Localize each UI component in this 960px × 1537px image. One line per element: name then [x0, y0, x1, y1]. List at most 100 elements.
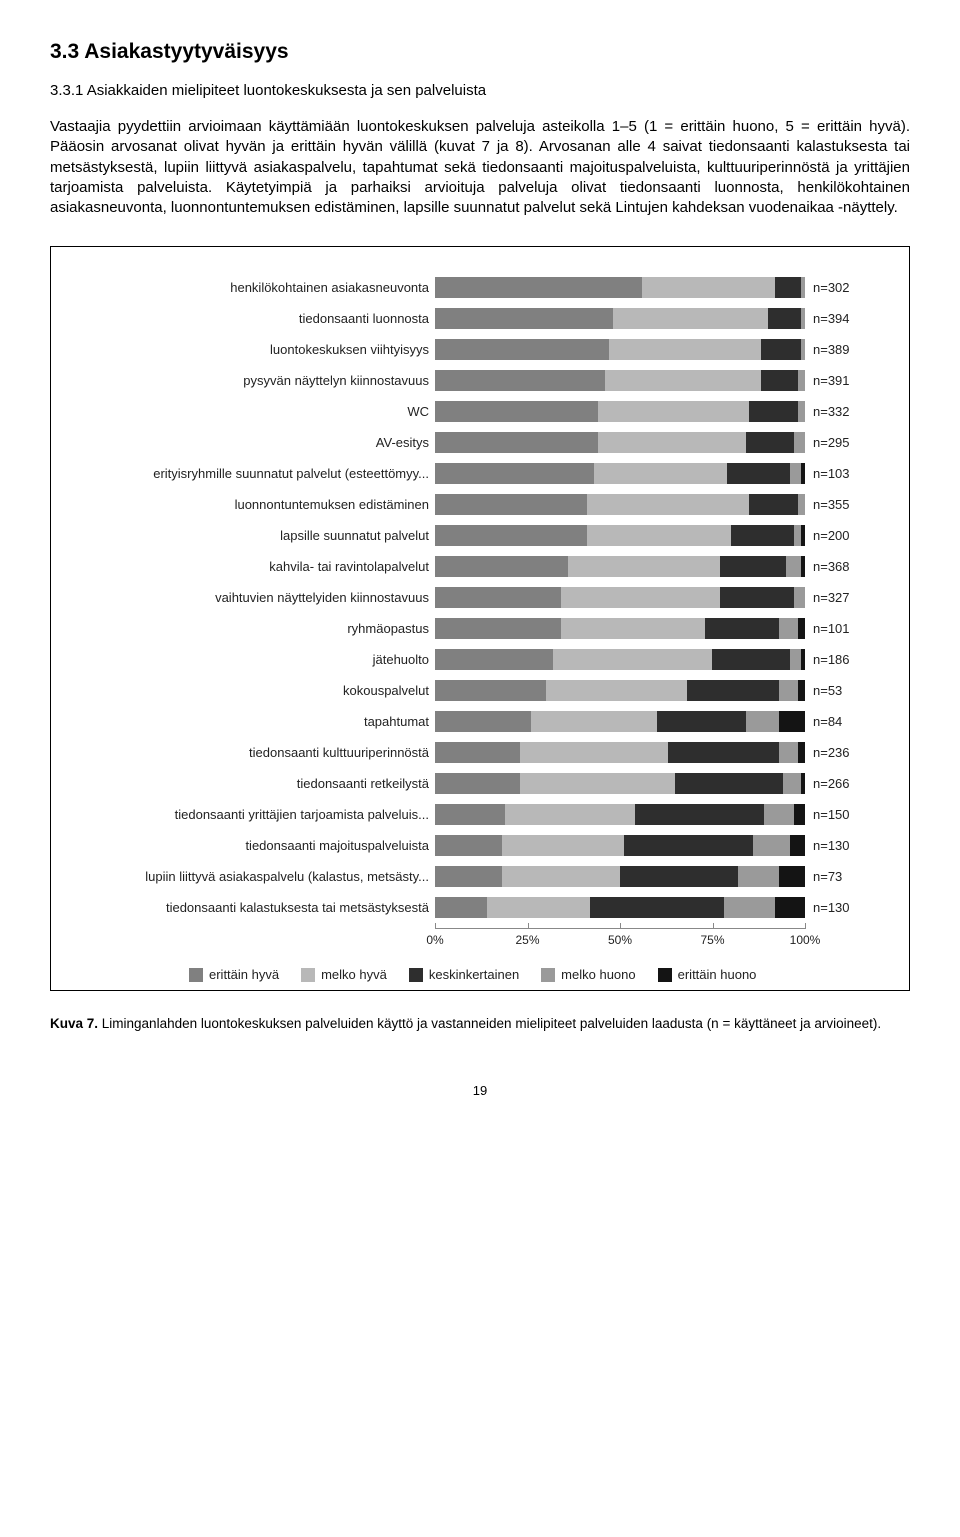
body-paragraph: Vastaajia pyydettiin arvioimaan käyttämi… — [50, 117, 910, 218]
bar-segment — [505, 804, 635, 825]
chart-row-n: n=150 — [805, 807, 850, 822]
chart-row-label: vaihtuvien näyttelyiden kiinnostavuus — [109, 590, 435, 605]
chart-row-n: n=101 — [805, 621, 850, 636]
bar-segment — [786, 556, 801, 577]
stacked-bar — [435, 897, 805, 918]
chart-row: tiedonsaanti luonnostan=394 — [109, 306, 891, 331]
bar-segment — [790, 463, 801, 484]
bar-segment — [794, 587, 805, 608]
legend-swatch — [301, 968, 315, 982]
chart-row-label: kokouspalvelut — [109, 683, 435, 698]
chart-row: tiedonsaanti retkeilystän=266 — [109, 771, 891, 796]
bar-segment — [794, 432, 805, 453]
stacked-bar — [435, 587, 805, 608]
stacked-bar — [435, 339, 805, 360]
stacked-bar — [435, 742, 805, 763]
bar-segment — [764, 804, 794, 825]
bar-segment — [561, 618, 705, 639]
chart-row-label: erityisryhmille suunnatut palvelut (este… — [109, 466, 435, 481]
bar-segment — [712, 649, 790, 670]
chart-row-label: ryhmäopastus — [109, 621, 435, 636]
bar-segment — [605, 370, 760, 391]
legend-label: melko hyvä — [321, 967, 387, 982]
chart-x-axis: 0%25%50%75%100% — [109, 928, 891, 955]
bar-segment — [502, 866, 620, 887]
stacked-bar — [435, 773, 805, 794]
bar-segment — [435, 804, 505, 825]
bar-segment — [613, 308, 768, 329]
chart-row-label: lapsille suunnatut palvelut — [109, 528, 435, 543]
legend-item: melko huono — [541, 967, 635, 982]
chart-row: jätehuolton=186 — [109, 647, 891, 672]
stacked-bar — [435, 370, 805, 391]
legend-item: melko hyvä — [301, 967, 387, 982]
bar-segment — [435, 711, 531, 732]
chart-row-label: tiedonsaanti majoituspalveluista — [109, 838, 435, 853]
bar-segment — [435, 773, 520, 794]
bar-segment — [435, 587, 561, 608]
bar-segment — [435, 494, 587, 515]
bar-segment — [435, 370, 605, 391]
bar-segment — [779, 866, 805, 887]
chart-row: lapsille suunnatut palvelutn=200 — [109, 523, 891, 548]
bar-segment — [531, 711, 657, 732]
bar-segment — [598, 432, 746, 453]
axis-tick — [435, 923, 436, 929]
bar-segment — [435, 835, 502, 856]
stacked-bar — [435, 494, 805, 515]
legend-label: erittäin huono — [678, 967, 757, 982]
chart-legend: erittäin hyvämelko hyväkeskinkertainenme… — [189, 967, 891, 982]
bar-segment — [435, 525, 587, 546]
bar-segment — [435, 339, 609, 360]
bar-segment — [749, 401, 797, 422]
bar-segment — [794, 525, 801, 546]
bar-segment — [720, 587, 794, 608]
stacked-bar — [435, 680, 805, 701]
bar-segment — [435, 277, 642, 298]
chart-row-label: tiedonsaanti kulttuuriperinnöstä — [109, 745, 435, 760]
bar-segment — [435, 680, 546, 701]
bar-segment — [801, 277, 805, 298]
bar-segment — [587, 525, 731, 546]
subsection-heading: 3.3.1 Asiakkaiden mielipiteet luontokesk… — [50, 82, 910, 99]
legend-swatch — [541, 968, 555, 982]
chart-row-n: n=236 — [805, 745, 850, 760]
bar-segment — [749, 494, 797, 515]
bar-segment — [568, 556, 720, 577]
chart-row-label: tiedonsaanti yrittäjien tarjoamista palv… — [109, 807, 435, 822]
bar-segment — [761, 370, 798, 391]
chart-row-n: n=295 — [805, 435, 850, 450]
bar-segment — [435, 401, 598, 422]
stacked-bar — [435, 277, 805, 298]
chart-row: tapahtumatn=84 — [109, 709, 891, 734]
chart-row-label: tapahtumat — [109, 714, 435, 729]
bar-segment — [794, 804, 805, 825]
stacked-bar — [435, 463, 805, 484]
chart-row-label: luontokeskuksen viihtyisyys — [109, 342, 435, 357]
bar-segment — [801, 556, 805, 577]
chart-row: WCn=332 — [109, 399, 891, 424]
bar-segment — [435, 618, 561, 639]
bar-segment — [779, 742, 798, 763]
chart-row-label: WC — [109, 404, 435, 419]
stacked-bar — [435, 401, 805, 422]
bar-segment — [761, 339, 802, 360]
bar-segment — [553, 649, 712, 670]
chart-row-label: luonnontuntemuksen edistäminen — [109, 497, 435, 512]
bar-segment — [590, 897, 723, 918]
bar-segment — [798, 370, 805, 391]
chart-row-n: n=73 — [805, 869, 842, 884]
chart-row-n: n=394 — [805, 311, 850, 326]
bar-segment — [520, 742, 668, 763]
chart-row-label: AV-esitys — [109, 435, 435, 450]
bar-segment — [801, 308, 805, 329]
bar-segment — [546, 680, 687, 701]
bar-segment — [668, 742, 779, 763]
chart-row-n: n=130 — [805, 838, 850, 853]
bar-segment — [753, 835, 790, 856]
bar-segment — [720, 556, 787, 577]
bar-segment — [775, 277, 801, 298]
chart-row: tiedonsaanti kulttuuriperinnöstä n=236 — [109, 740, 891, 765]
bar-segment — [801, 463, 805, 484]
bar-segment — [727, 463, 790, 484]
